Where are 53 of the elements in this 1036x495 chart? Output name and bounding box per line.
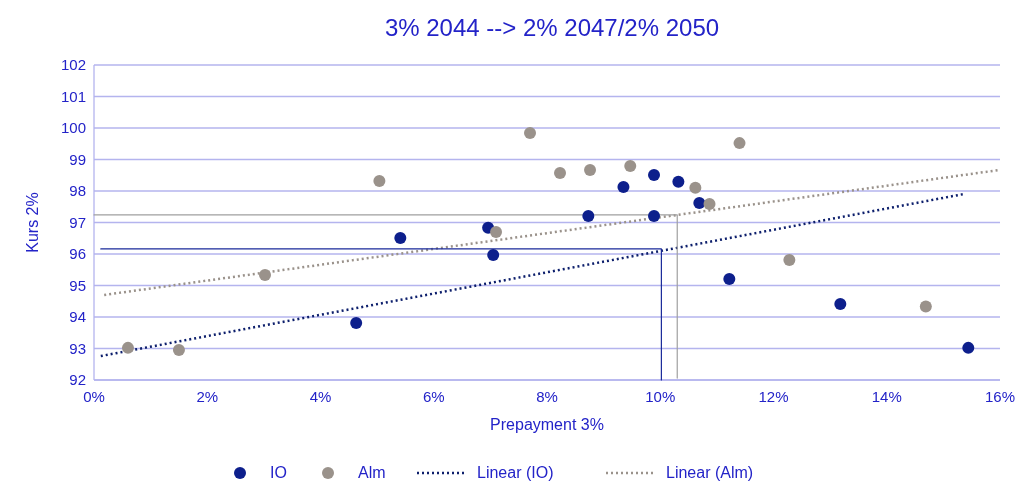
- y-tick-label: 93: [69, 339, 86, 357]
- y-tick-label: 97: [69, 213, 86, 231]
- point: [783, 254, 796, 266]
- point: [733, 137, 746, 150]
- point: [259, 269, 272, 282]
- x-tick-label: 12%: [758, 388, 789, 405]
- point: [490, 225, 503, 238]
- point: [624, 160, 637, 173]
- y-tick-label: 95: [69, 276, 86, 294]
- point: [394, 231, 407, 244]
- y-tick-label: 92: [69, 371, 86, 389]
- legend-label: Alm: [358, 464, 386, 481]
- point: [693, 196, 706, 209]
- point: [962, 341, 975, 354]
- point: [617, 180, 630, 193]
- point: [373, 174, 386, 187]
- y-tick-label: 96: [69, 245, 86, 263]
- x-tick-label: 6%: [422, 388, 445, 405]
- chart-title: 3% 2044 --> 2% 2047/2% 2050: [384, 14, 720, 41]
- x-tick-label: 8%: [536, 388, 558, 405]
- y-tick-label: 99: [69, 150, 86, 168]
- point: [121, 341, 134, 354]
- point: [172, 344, 185, 357]
- x-tick-label: 4%: [309, 388, 332, 405]
- x-tick-label: 0%: [83, 388, 105, 405]
- y-tick-label: 94: [69, 308, 86, 326]
- legend-label: Linear (IO): [477, 464, 554, 481]
- point: [648, 209, 661, 222]
- point: [919, 300, 932, 313]
- point: [524, 127, 537, 140]
- y-tick-label: 101: [60, 87, 86, 105]
- y-axis-title: Kurs 2%: [24, 192, 41, 253]
- x-tick-label: 14%: [871, 388, 902, 405]
- x-tick-label: 16%: [984, 388, 1016, 405]
- point: [834, 298, 847, 311]
- point: [723, 272, 736, 285]
- point: [350, 317, 363, 329]
- point: [554, 167, 567, 180]
- y-tick-label: 100: [60, 119, 86, 137]
- x-tick-label: 10%: [645, 388, 676, 405]
- legend-label: Linear (Alm): [666, 464, 754, 481]
- point: [487, 248, 500, 261]
- point: [648, 168, 661, 181]
- legend-label: IO: [270, 464, 287, 481]
- point: [703, 197, 716, 210]
- point: [582, 209, 595, 222]
- point: [672, 175, 685, 188]
- x-tick-label: 2%: [196, 388, 219, 405]
- y-tick-label: 102: [60, 56, 86, 74]
- y-tick-label: 98: [69, 182, 86, 200]
- point: [689, 181, 702, 194]
- point: [584, 163, 597, 176]
- x-axis-title: Prepayment 3%: [490, 416, 604, 433]
